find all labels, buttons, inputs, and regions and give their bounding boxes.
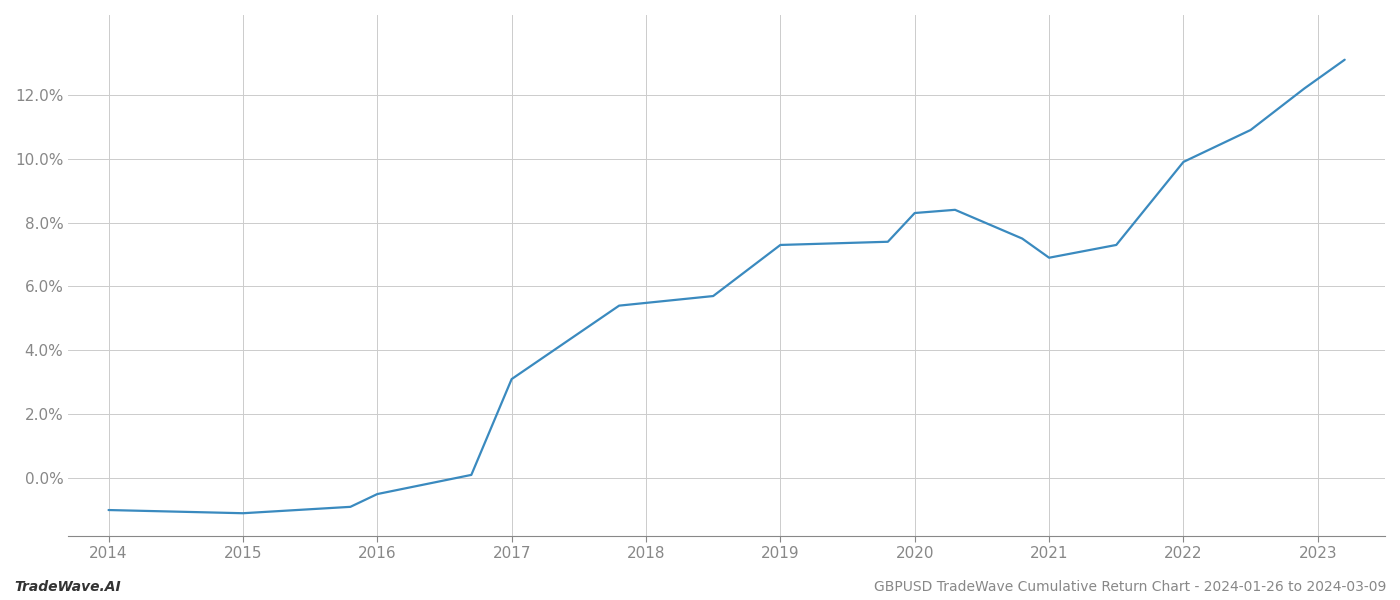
Text: TradeWave.AI: TradeWave.AI <box>14 580 120 594</box>
Text: GBPUSD TradeWave Cumulative Return Chart - 2024-01-26 to 2024-03-09: GBPUSD TradeWave Cumulative Return Chart… <box>874 580 1386 594</box>
